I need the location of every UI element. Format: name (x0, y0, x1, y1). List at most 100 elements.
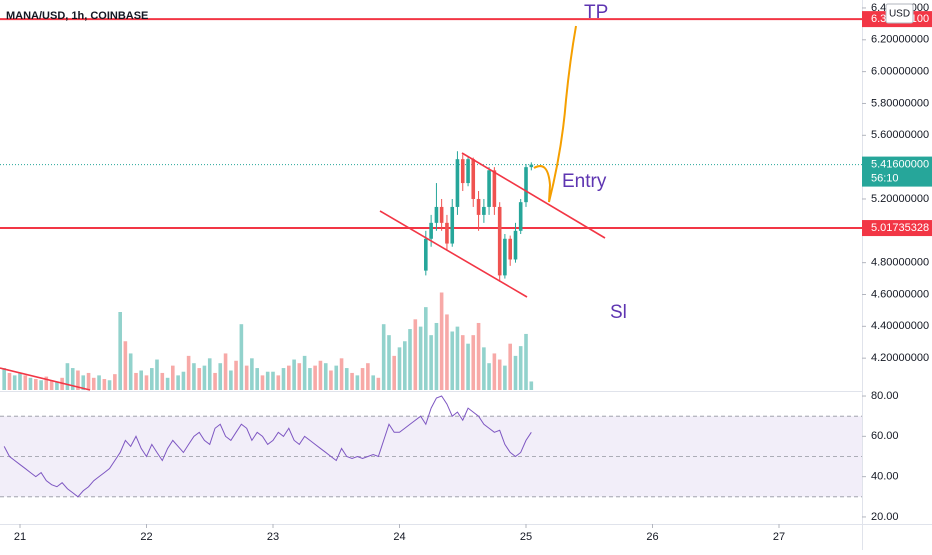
channel-lower (379, 210, 528, 298)
volume-bar (424, 307, 428, 390)
volume-bar (271, 371, 275, 390)
currency-box (885, 3, 914, 24)
volume-bar (518, 346, 523, 390)
countdown-label: 56:10 (871, 173, 899, 185)
volume-bar (28, 377, 33, 390)
volume-bar (18, 372, 22, 390)
volume-bar (450, 331, 455, 390)
candle-body (471, 159, 476, 199)
volume-bar (150, 368, 154, 390)
rsi-tick-label: 20.00 (871, 511, 899, 523)
volume-bar (297, 363, 302, 390)
volume-bar (39, 380, 43, 390)
x-tick-label: 23 (267, 531, 279, 543)
y-tick-label: 4.40000000 (871, 320, 929, 332)
volume-bar (91, 377, 96, 390)
volume-bar (239, 324, 244, 390)
x-tick-label: 27 (773, 531, 785, 543)
volume-bar (244, 365, 249, 390)
volume-bar (329, 370, 333, 390)
volume-bar (524, 333, 528, 390)
y-tick-label: 6.00000000 (871, 66, 929, 78)
volume-bar (81, 375, 86, 390)
volume-bar (250, 358, 254, 390)
volume-bar (128, 353, 133, 390)
volume-bar (313, 365, 317, 390)
volume-bar (229, 370, 233, 390)
candle-body (492, 170, 497, 207)
volume-bar (344, 368, 349, 390)
volume-bar (2, 368, 6, 390)
candle-body (476, 198, 481, 215)
volume-bar (482, 347, 486, 390)
volume-bar (202, 365, 207, 390)
volume-bar (102, 379, 107, 390)
volume-bar (44, 376, 49, 390)
y-tick-label: 4.80000000 (871, 257, 929, 269)
x-tick-label: 25 (520, 531, 532, 543)
candle-body (529, 164, 534, 168)
candle-body (482, 206, 486, 215)
y-tick-label: 6.20000000 (871, 34, 929, 46)
candle-body (508, 238, 512, 260)
rsi-tick-label: 60.00 (871, 430, 899, 442)
volume-bar (455, 326, 460, 390)
volume-bar (350, 372, 354, 390)
volume-bar (134, 372, 138, 390)
volume-bar (387, 335, 391, 390)
volume-bar (118, 312, 122, 390)
price-label: 5.01735328 (871, 222, 929, 234)
volume-bar (86, 372, 91, 390)
rsi-pane (0, 395, 862, 498)
volume-bar (70, 368, 75, 390)
rsi-line (3, 395, 532, 498)
volume-bar (323, 363, 328, 390)
chart-title: MANA/USD, 1h, COINBASE (6, 10, 148, 22)
volume-bar (144, 375, 149, 390)
volume-bar (260, 375, 265, 390)
volume-bar (471, 335, 476, 390)
volume-bar (460, 335, 465, 390)
volume-bar (181, 371, 186, 390)
volume-bar (155, 359, 159, 390)
volume-bar (392, 355, 396, 390)
volume-bar (97, 375, 101, 390)
candle-body (503, 238, 507, 276)
volume-bar (476, 322, 481, 390)
volume-bar (503, 365, 507, 390)
volume-bar (308, 368, 312, 390)
volume-bar (171, 365, 175, 390)
annotation-tp: TP (584, 2, 608, 23)
volume-bar (318, 360, 323, 390)
volume-bar (408, 329, 412, 390)
volume-bar (466, 343, 470, 390)
trend-line (0, 367, 91, 391)
volume-bar (7, 372, 12, 390)
rsi-tick-label: 40.00 (871, 471, 899, 483)
volume-bar (497, 359, 502, 390)
candle-body (513, 230, 518, 260)
volume-bar (287, 365, 291, 390)
volume-bar (186, 355, 191, 390)
volume-bar (49, 380, 54, 390)
volume-bar (213, 372, 217, 390)
volume-bar (418, 326, 423, 390)
volume-bar (255, 368, 259, 390)
channel-upper (461, 152, 606, 239)
annotation-sl: Sl (610, 302, 627, 323)
candle-body (518, 202, 523, 231)
y-tick-label: 5.80000000 (871, 97, 929, 109)
volume-bar (160, 372, 165, 390)
volume-bar (397, 347, 402, 390)
volume-bar (513, 355, 518, 390)
candle-body (424, 238, 428, 271)
y-tick-label: 4.60000000 (871, 288, 929, 300)
volume-bar (123, 341, 128, 390)
volume-bar (23, 375, 28, 390)
y-tick-label: 4.20000000 (871, 352, 929, 364)
price-label-box (862, 220, 932, 237)
candle-body (429, 222, 433, 239)
volume-bar (302, 355, 307, 390)
volume-bar (445, 314, 449, 390)
